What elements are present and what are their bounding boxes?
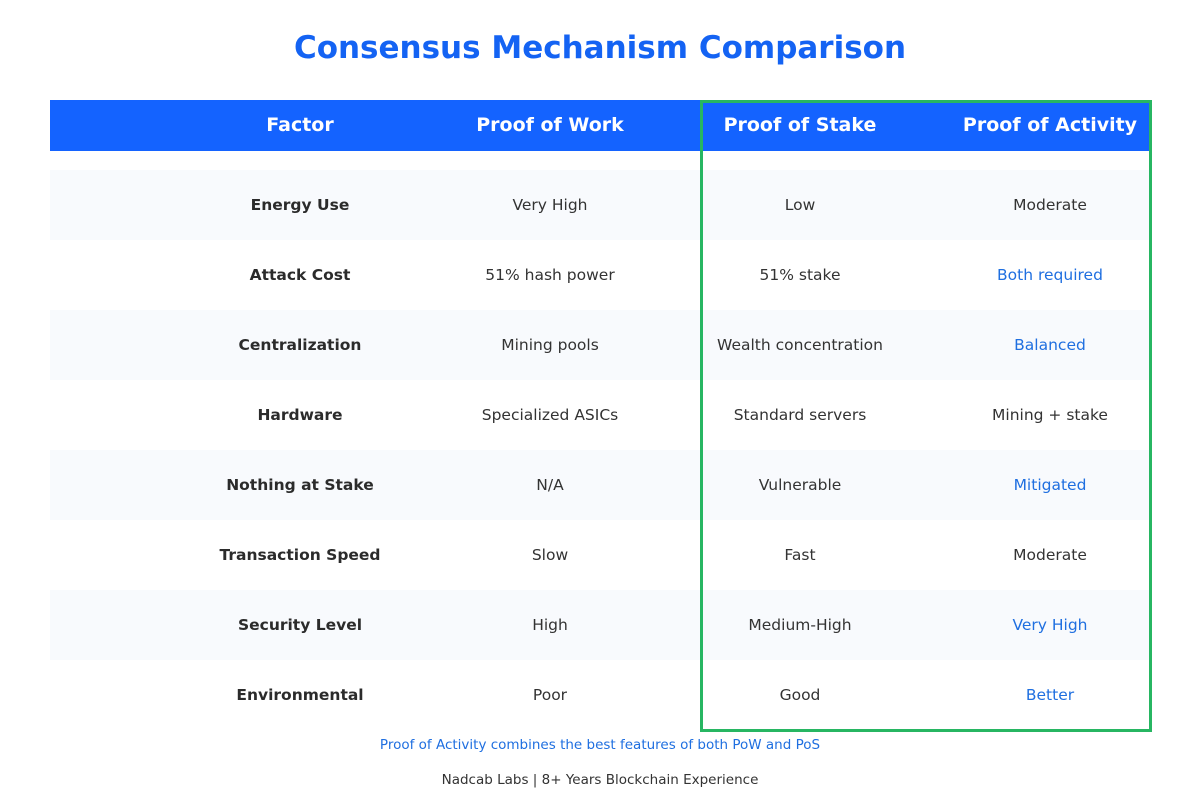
pos-cell: Low	[784, 196, 816, 214]
header-proof-of-work: Proof of Work	[476, 114, 624, 136]
poa-cell: Moderate	[1013, 196, 1087, 214]
factor-cell: Centralization	[238, 336, 362, 354]
factor-cell: Nothing at Stake	[226, 476, 374, 494]
poa-cell: Mitigated	[1013, 476, 1087, 494]
table-row: Energy Use Very High Low Moderate	[50, 170, 1150, 240]
header-proof-of-activity: Proof of Activity	[962, 114, 1138, 136]
pos-cell: Vulnerable	[758, 476, 842, 494]
highlight-box	[700, 100, 1152, 732]
pos-cell: Standard servers	[733, 406, 867, 424]
factor-cell: Environmental	[236, 686, 364, 704]
factor-cell: Hardware	[257, 406, 343, 424]
pow-cell: N/A	[536, 476, 564, 494]
footnote: Proof of Activity combines the best feat…	[379, 737, 821, 753]
pos-cell: Wealth concentration	[717, 336, 883, 354]
header-proof-of-stake: Proof of Stake	[723, 114, 877, 136]
factor-cell: Energy Use	[250, 196, 350, 214]
factor-cell: Attack Cost	[249, 266, 351, 284]
poa-cell: Mining + stake	[992, 406, 1108, 424]
pow-cell: Slow	[531, 546, 569, 564]
pow-cell: High	[532, 616, 568, 634]
pow-cell: Poor	[532, 686, 568, 704]
pos-cell: Good	[779, 686, 821, 704]
header-factor: Factor	[266, 114, 334, 136]
table-row: Hardware Specialized ASICs Standard server…	[50, 380, 1150, 450]
pos-cell: Fast	[784, 546, 816, 564]
table-row: Environmental Poor Good Better	[50, 660, 1150, 730]
pow-cell: 51% hash power	[485, 266, 615, 284]
pos-cell: Medium-High	[748, 616, 852, 634]
poa-cell: Better	[1025, 686, 1075, 704]
pow-cell: Specialized ASICs	[481, 406, 619, 424]
pow-cell: Very High	[512, 196, 588, 214]
pos-cell: 51% stake	[759, 266, 841, 284]
factor-cell: Transaction Speed	[219, 546, 381, 564]
poa-cell: Very High	[1012, 616, 1088, 634]
pow-cell: Mining pools	[501, 336, 599, 354]
page-title: Consensus Mechanism Comparison	[293, 30, 907, 66]
credit: Nadcab Labs | 8+ Years Blockchain Experi…	[441, 772, 759, 788]
poa-cell: Both required	[997, 266, 1103, 284]
factor-cell: Security Level	[237, 616, 363, 634]
table-row: Transaction Speed Slow Fast Moderate	[50, 520, 1150, 590]
table-row: Centralization Mining pools Wealth concent…	[50, 310, 1150, 380]
table-row: Nothing at Stake N/A Vulnerable Mitigated	[50, 450, 1150, 520]
table-row: Security Level High Medium-High Very High	[50, 590, 1150, 660]
poa-cell: Balanced	[1014, 336, 1086, 354]
table-row: Attack Cost 51% hash power 51% stake Both r…	[50, 240, 1150, 310]
table-header: Factor Proof of Work Proof of Stake Proo…	[50, 100, 1150, 151]
poa-cell: Moderate	[1013, 546, 1087, 564]
